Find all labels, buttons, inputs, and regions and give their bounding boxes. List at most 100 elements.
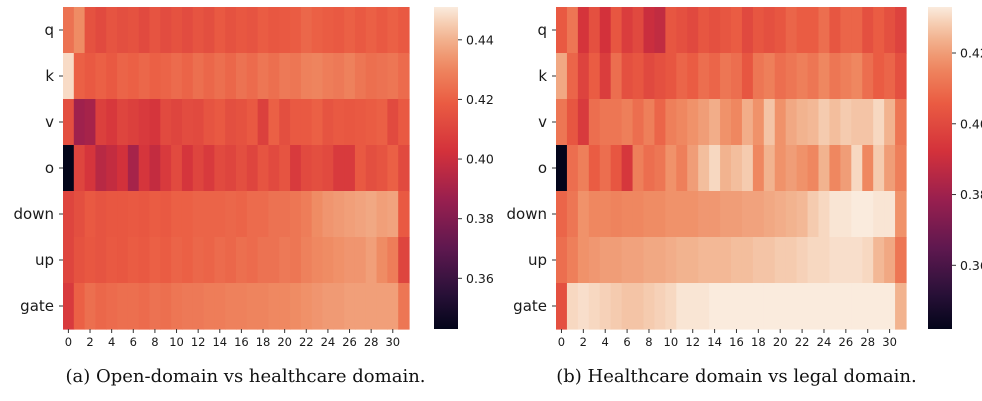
heatmap-cell (753, 237, 765, 284)
heatmap-cell (611, 237, 623, 284)
x-tick-label: 14 (212, 335, 227, 349)
y-tick-label: k (538, 67, 547, 85)
colorbar-tick-label: 0.42 (960, 46, 982, 61)
heatmap-cell (731, 283, 743, 330)
heatmap-cell (63, 7, 74, 54)
heatmap-cell (819, 7, 831, 54)
x-tick-label: 12 (685, 335, 700, 349)
heatmap-cell (139, 237, 150, 284)
heatmap-cell (225, 283, 236, 330)
heatmap-cell (633, 191, 645, 238)
y-tick-label: up (528, 251, 547, 269)
heatmap-cell (665, 283, 677, 330)
heatmap-cell (753, 7, 765, 54)
heatmap-cell (344, 237, 355, 284)
heatmap-cell (117, 53, 128, 100)
heatmap-cell (687, 283, 699, 330)
heatmap-cell (95, 145, 106, 192)
heatmap-cell (377, 283, 388, 330)
heatmap-cell (171, 283, 182, 330)
heatmap-cell (344, 7, 355, 54)
heatmap-cell (150, 53, 161, 100)
heatmap-cell (797, 237, 809, 284)
heatmap-cell (258, 145, 269, 192)
heatmap-cell (344, 53, 355, 100)
heatmap-cell (753, 283, 765, 330)
heatmap-cell (862, 7, 874, 54)
x-tick-label: 8 (151, 335, 158, 349)
heatmap-cell (556, 53, 568, 100)
heatmap-cell (819, 191, 831, 238)
heatmap-cell (775, 7, 787, 54)
heatmap-cell (106, 7, 117, 54)
heatmap-cell (204, 237, 215, 284)
heatmap-cell (775, 145, 787, 192)
heatmap-cell (829, 191, 841, 238)
heatmap-cell (225, 99, 236, 146)
heatmap-cell (139, 7, 150, 54)
heatmap-cell (150, 7, 161, 54)
heatmap-cell (204, 7, 215, 54)
heatmap-cell (840, 191, 852, 238)
heatmap-cell (698, 191, 710, 238)
heatmap-cell (377, 7, 388, 54)
heatmap-cell (895, 53, 907, 100)
heatmap-cell (85, 191, 96, 238)
heatmap-cell (578, 283, 590, 330)
heatmap-cell (214, 145, 225, 192)
y-tick-label: o (538, 159, 547, 177)
heatmap-cell (786, 99, 798, 146)
heatmap-cell (895, 283, 907, 330)
heatmap-cell (808, 99, 820, 146)
heatmap-cell (150, 191, 161, 238)
heatmap-cell (600, 283, 612, 330)
x-tick-label: 18 (751, 335, 766, 349)
heatmap-cell (74, 191, 85, 238)
heatmap-cell (775, 53, 787, 100)
heatmap-cell (377, 237, 388, 284)
heatmap-cell (85, 99, 96, 146)
heatmap-cell (709, 145, 721, 192)
heatmap-cell (344, 99, 355, 146)
heatmap-cell (556, 145, 568, 192)
heatmap-cell (775, 283, 787, 330)
heatmap-cell (117, 145, 128, 192)
y-tick-label: q (44, 21, 54, 39)
heatmap-cell (247, 99, 258, 146)
heatmap-cell (128, 283, 139, 330)
heatmap-cell (851, 53, 863, 100)
heatmap-cell (268, 145, 279, 192)
heatmap-cell (268, 7, 279, 54)
heatmap-cell (193, 145, 204, 192)
heatmap-cell (819, 237, 831, 284)
heatmap-cell (895, 145, 907, 192)
heatmap-cell (676, 99, 688, 146)
heatmap-cell (85, 7, 96, 54)
heatmap-cell (139, 283, 150, 330)
heatmap-cell (117, 7, 128, 54)
heatmap-cell (709, 99, 721, 146)
heatmap-cell (819, 99, 831, 146)
heatmap-cell (355, 99, 366, 146)
heatmap-cell (731, 99, 743, 146)
heatmap-cell (567, 53, 579, 100)
heatmap-cell (665, 99, 677, 146)
heatmap-cell (676, 53, 688, 100)
heatmap-cell (323, 237, 334, 284)
heatmap-cell (611, 99, 623, 146)
heatmap-cell (611, 145, 623, 192)
heatmap-cell (150, 237, 161, 284)
heatmap-cell (676, 145, 688, 192)
heatmap-cell (236, 237, 247, 284)
colorbar-tick-label: 0.44 (466, 32, 494, 47)
heatmap-cell (676, 237, 688, 284)
heatmap-cell (128, 237, 139, 284)
heatmap-cell (622, 283, 634, 330)
x-tick-label: 24 (321, 335, 336, 349)
heatmap-cell (786, 237, 798, 284)
heatmap-cell (611, 283, 623, 330)
x-tick-label: 10 (664, 335, 679, 349)
heatmap-cell (808, 7, 820, 54)
colorbar-tick-label: 0.42 (466, 92, 494, 107)
